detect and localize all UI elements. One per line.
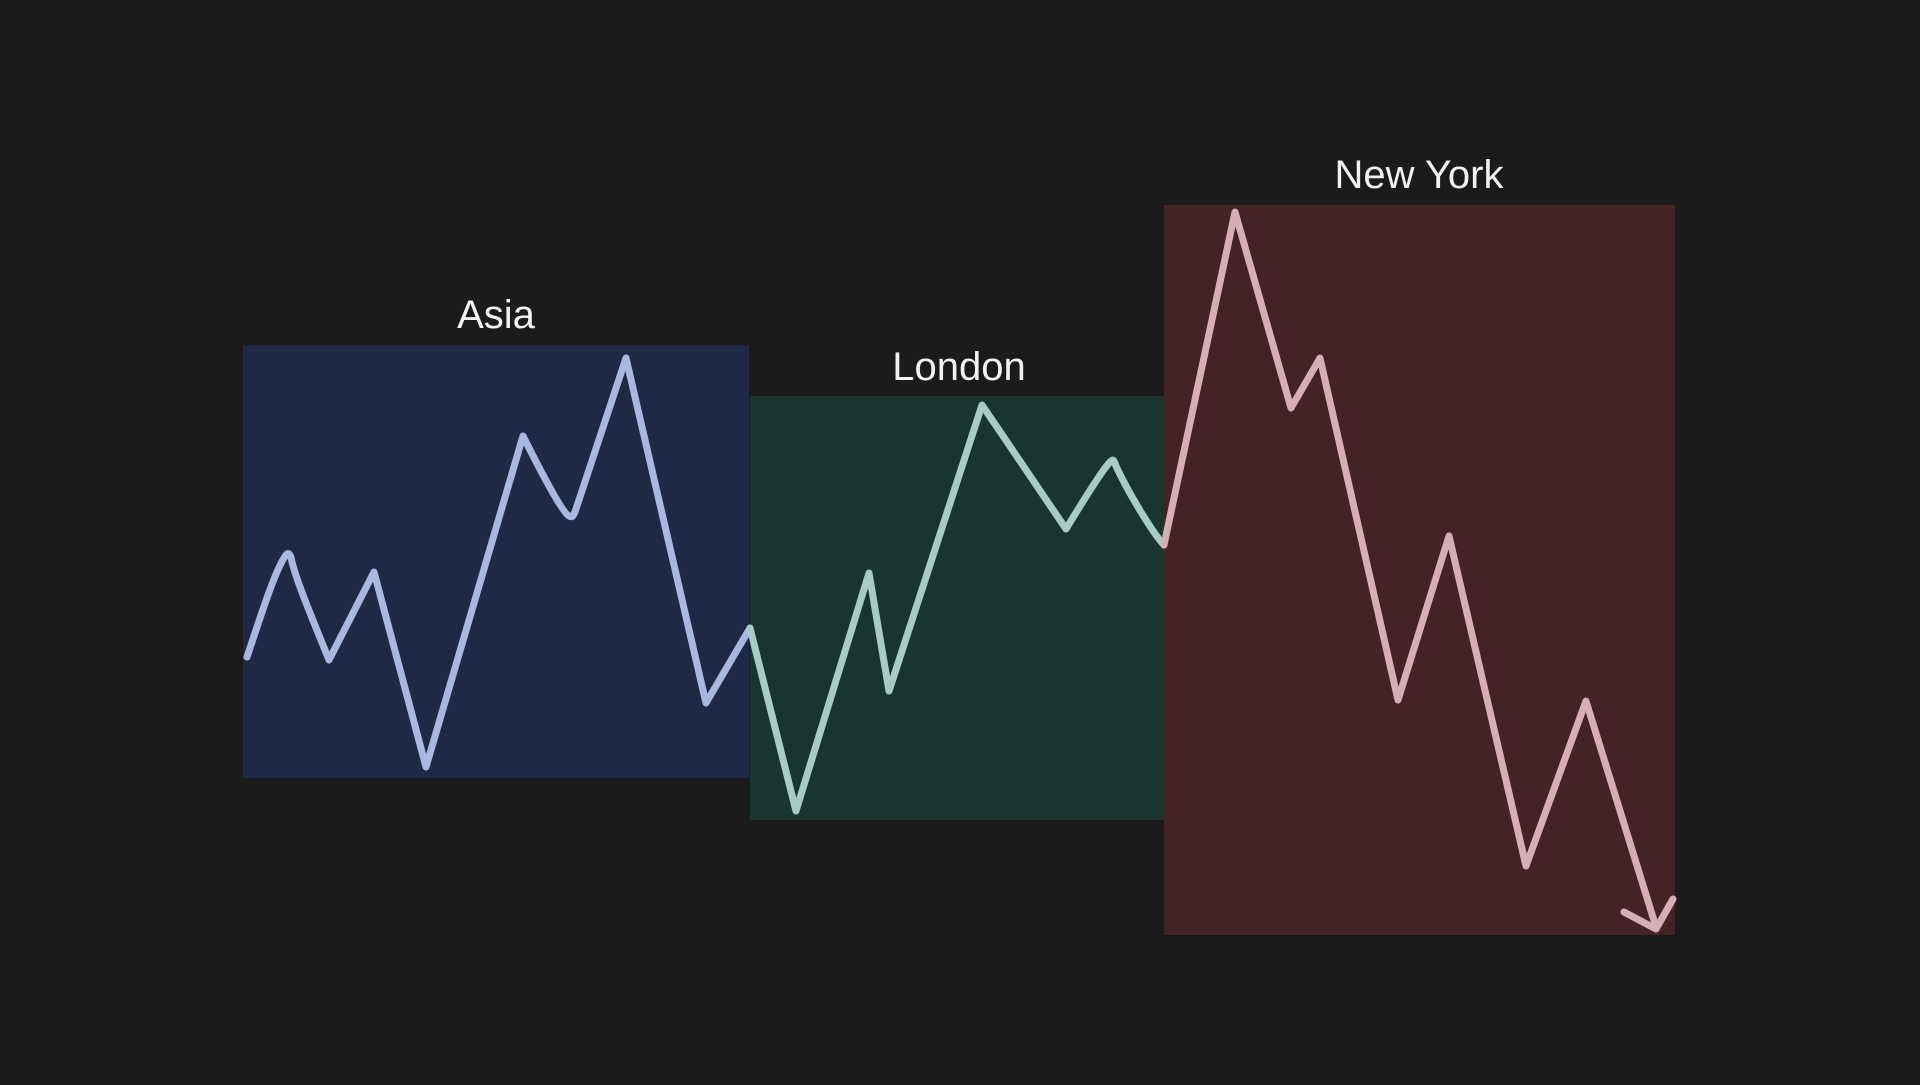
arrow-down-right-icon bbox=[1620, 895, 1677, 933]
asia-session-box bbox=[243, 345, 749, 778]
newyork-session-label: New York bbox=[1335, 153, 1505, 197]
asia-session-label: Asia bbox=[457, 293, 536, 337]
newyork-price-line bbox=[1160, 208, 1660, 931]
london-session-label: London bbox=[892, 345, 1025, 389]
newyork-session-box bbox=[1164, 205, 1675, 935]
london-price-line bbox=[746, 401, 1168, 815]
london-session-box bbox=[750, 396, 1164, 820]
asia-price-line bbox=[243, 354, 754, 771]
